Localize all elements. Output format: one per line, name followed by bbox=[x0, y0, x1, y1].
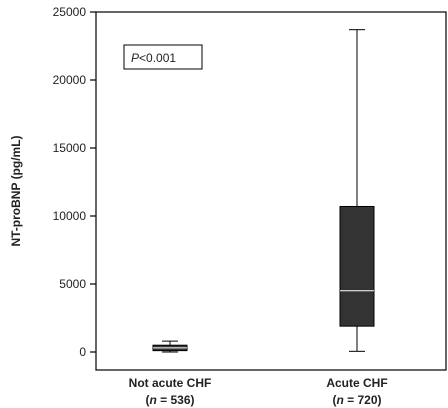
n-value: = 720) bbox=[344, 393, 382, 407]
box-group bbox=[152, 340, 188, 353]
p-value-box bbox=[123, 44, 203, 70]
x-category-n: (n = 720) bbox=[332, 393, 381, 407]
y-tick-label: 15000 bbox=[53, 141, 87, 155]
iqr-box bbox=[339, 205, 375, 327]
n-label: n bbox=[336, 393, 343, 407]
box-group bbox=[339, 29, 375, 352]
axes bbox=[95, 11, 447, 371]
n-open-paren: ( bbox=[332, 393, 336, 407]
p-value-text: P<0.001 bbox=[131, 51, 176, 65]
y-tick-label: 20000 bbox=[53, 73, 87, 87]
y-ticks: 0 5000 10000 15000 20000 25000 bbox=[53, 5, 96, 359]
y-tick-label: 5000 bbox=[59, 277, 86, 291]
y-tick-label: 0 bbox=[79, 345, 86, 359]
y-axis-title: NT-proBNP (pg/mL) bbox=[9, 135, 23, 246]
p-value-annotation: P<0.001 bbox=[123, 44, 203, 70]
x-category-n: (n = 536) bbox=[145, 393, 194, 407]
boxes bbox=[152, 29, 375, 353]
y-tick-label: 10000 bbox=[53, 209, 87, 223]
n-value: = 536) bbox=[157, 393, 195, 407]
x-category-label: Not acute CHF bbox=[129, 376, 212, 390]
x-category-label: Acute CHF bbox=[326, 376, 387, 390]
p-value: <0.001 bbox=[139, 51, 176, 65]
n-label: n bbox=[149, 393, 156, 407]
p-label: P bbox=[131, 51, 139, 65]
y-tick-label: 25000 bbox=[53, 5, 87, 19]
x-categories: Not acute CHF(n = 536)Acute CHF(n = 720) bbox=[129, 376, 388, 407]
n-open-paren: ( bbox=[145, 393, 149, 407]
plot-frame bbox=[95, 11, 447, 371]
